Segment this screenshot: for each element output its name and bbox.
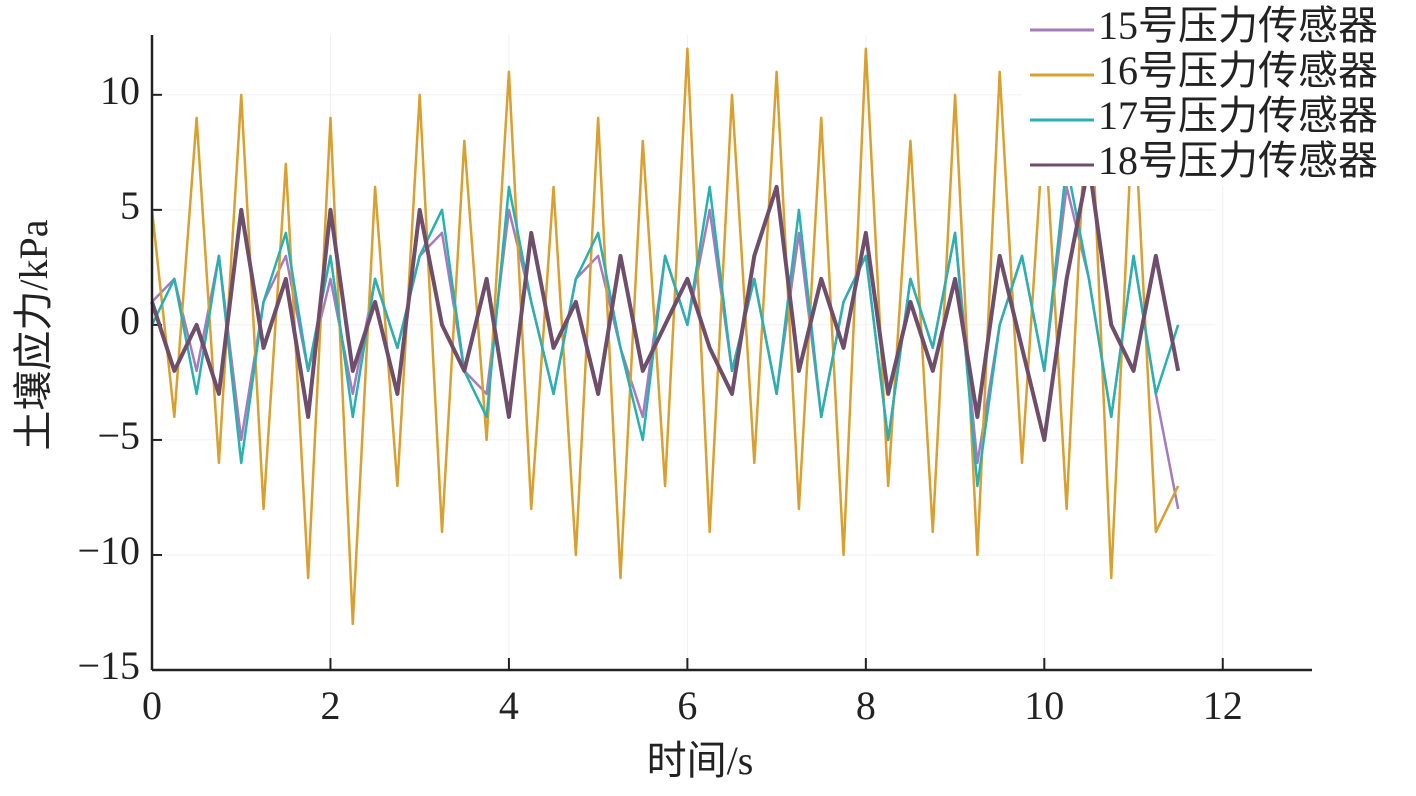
legend-label: 17号压力传感器: [1098, 93, 1378, 138]
y-tick-label: −5: [97, 413, 140, 458]
series-line: [151, 185, 1180, 510]
legend-label: 16号压力传感器: [1098, 48, 1378, 93]
series-line: [150, 161, 1181, 442]
legend-label: 18号压力传感器: [1098, 138, 1378, 183]
x-tick-label: 10: [1024, 683, 1064, 728]
x-tick-label: 8: [856, 683, 876, 728]
x-tick-label: 12: [1203, 683, 1243, 728]
legend-label: 15号压力传感器: [1098, 3, 1378, 48]
y-tick-label: −10: [77, 528, 140, 573]
x-tick-label: 2: [320, 683, 340, 728]
y-tick-label: 10: [100, 68, 140, 113]
y-tick-label: 0: [120, 298, 140, 343]
x-tick-label: 4: [499, 683, 519, 728]
y-tick-label: 5: [120, 183, 140, 228]
y-axis-label: 土壤应力/kPa: [11, 219, 56, 450]
x-tick-label: 0: [142, 683, 162, 728]
y-tick-label: −15: [77, 643, 140, 688]
x-axis-label: 时间/s: [647, 738, 754, 783]
x-tick-label: 6: [677, 683, 697, 728]
